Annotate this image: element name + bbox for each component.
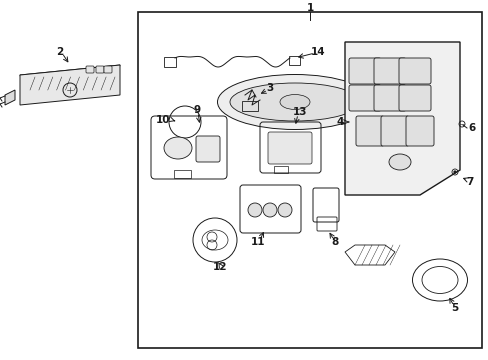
Polygon shape <box>20 65 120 105</box>
Circle shape <box>263 203 276 217</box>
Ellipse shape <box>229 83 359 121</box>
FancyBboxPatch shape <box>373 58 405 84</box>
Circle shape <box>278 203 291 217</box>
Ellipse shape <box>280 94 309 109</box>
FancyBboxPatch shape <box>380 116 408 146</box>
FancyBboxPatch shape <box>86 66 94 73</box>
FancyBboxPatch shape <box>104 66 112 73</box>
FancyBboxPatch shape <box>267 132 311 164</box>
Text: 2: 2 <box>56 47 63 57</box>
Ellipse shape <box>217 75 372 130</box>
FancyBboxPatch shape <box>196 136 220 162</box>
Circle shape <box>453 171 455 173</box>
Text: 11: 11 <box>250 237 264 247</box>
Ellipse shape <box>163 137 192 159</box>
Text: 10: 10 <box>156 115 170 125</box>
Text: 4: 4 <box>336 117 343 127</box>
FancyBboxPatch shape <box>373 85 405 111</box>
FancyBboxPatch shape <box>348 58 380 84</box>
Polygon shape <box>345 42 459 195</box>
Text: 6: 6 <box>468 123 475 133</box>
Text: 7: 7 <box>466 177 473 187</box>
Bar <box>138 12 481 348</box>
FancyBboxPatch shape <box>348 85 380 111</box>
Text: 1: 1 <box>306 3 313 13</box>
Polygon shape <box>5 90 15 105</box>
Circle shape <box>247 203 262 217</box>
FancyBboxPatch shape <box>96 66 104 73</box>
Ellipse shape <box>388 154 410 170</box>
Text: 13: 13 <box>292 107 306 117</box>
Text: 12: 12 <box>212 262 227 272</box>
Text: 3: 3 <box>266 83 273 93</box>
Text: 14: 14 <box>310 47 325 57</box>
Text: 9: 9 <box>193 105 200 115</box>
Polygon shape <box>20 65 120 92</box>
FancyBboxPatch shape <box>355 116 383 146</box>
FancyBboxPatch shape <box>405 116 433 146</box>
Text: 5: 5 <box>450 303 458 313</box>
FancyBboxPatch shape <box>398 58 430 84</box>
Text: 8: 8 <box>331 237 338 247</box>
FancyBboxPatch shape <box>398 85 430 111</box>
